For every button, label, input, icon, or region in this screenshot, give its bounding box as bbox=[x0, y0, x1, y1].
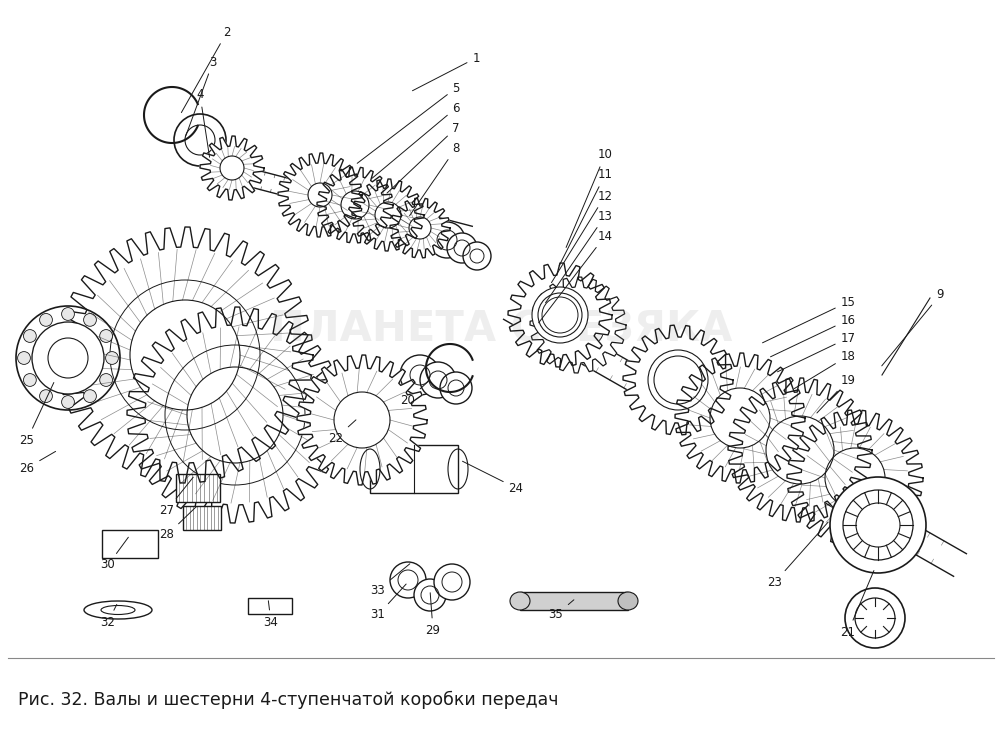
Circle shape bbox=[429, 222, 465, 258]
Circle shape bbox=[32, 322, 104, 394]
Text: 1: 1 bbox=[413, 52, 480, 91]
Text: 15: 15 bbox=[763, 296, 856, 343]
Text: 13: 13 bbox=[545, 210, 612, 303]
Ellipse shape bbox=[618, 592, 638, 610]
Polygon shape bbox=[297, 355, 427, 485]
Text: 18: 18 bbox=[795, 350, 856, 388]
Circle shape bbox=[532, 287, 588, 343]
Text: 16: 16 bbox=[771, 313, 856, 357]
Polygon shape bbox=[317, 167, 393, 243]
Text: 25: 25 bbox=[20, 383, 54, 447]
Text: 29: 29 bbox=[426, 593, 441, 637]
Text: 26: 26 bbox=[19, 451, 55, 474]
Circle shape bbox=[61, 307, 74, 320]
Polygon shape bbox=[787, 410, 923, 546]
Polygon shape bbox=[200, 136, 264, 200]
Circle shape bbox=[23, 374, 36, 386]
Text: 21: 21 bbox=[841, 571, 874, 639]
Text: Рис. 32. Валы и шестерни 4-ступенчатой коробки передач: Рис. 32. Валы и шестерни 4-ступенчатой к… bbox=[18, 691, 558, 709]
Text: 11: 11 bbox=[559, 169, 612, 266]
Polygon shape bbox=[390, 198, 450, 258]
Text: 27: 27 bbox=[159, 477, 193, 517]
Text: 20: 20 bbox=[401, 380, 430, 407]
Text: 7: 7 bbox=[387, 121, 460, 193]
Circle shape bbox=[414, 579, 446, 611]
Circle shape bbox=[434, 564, 470, 600]
Text: 31: 31 bbox=[371, 584, 406, 621]
Polygon shape bbox=[623, 325, 733, 435]
Polygon shape bbox=[278, 153, 362, 237]
Circle shape bbox=[18, 352, 30, 364]
FancyBboxPatch shape bbox=[183, 506, 221, 530]
Text: 34: 34 bbox=[264, 601, 279, 629]
Circle shape bbox=[648, 350, 708, 410]
Polygon shape bbox=[127, 307, 343, 523]
Circle shape bbox=[40, 313, 52, 326]
Circle shape bbox=[400, 355, 440, 395]
Polygon shape bbox=[57, 227, 313, 483]
Text: 6: 6 bbox=[372, 101, 460, 178]
FancyBboxPatch shape bbox=[520, 592, 628, 610]
Ellipse shape bbox=[570, 313, 610, 351]
Text: 24: 24 bbox=[463, 461, 523, 494]
Text: 4: 4 bbox=[196, 88, 209, 157]
Polygon shape bbox=[675, 353, 805, 483]
Circle shape bbox=[83, 313, 96, 326]
Circle shape bbox=[105, 352, 118, 364]
FancyBboxPatch shape bbox=[102, 530, 158, 558]
Text: 30: 30 bbox=[100, 537, 128, 572]
Text: 33: 33 bbox=[371, 564, 410, 596]
Text: 12: 12 bbox=[551, 190, 612, 283]
Polygon shape bbox=[508, 263, 612, 367]
Circle shape bbox=[845, 588, 905, 648]
FancyBboxPatch shape bbox=[370, 445, 458, 493]
Polygon shape bbox=[728, 378, 872, 522]
Text: 22: 22 bbox=[329, 420, 356, 445]
Polygon shape bbox=[352, 179, 424, 251]
Text: 23: 23 bbox=[768, 522, 829, 588]
Text: 3: 3 bbox=[186, 55, 216, 135]
Circle shape bbox=[390, 562, 426, 598]
Ellipse shape bbox=[84, 601, 152, 619]
FancyBboxPatch shape bbox=[176, 474, 220, 502]
Text: ПЛАНЕТА СЛЕЗЯКА: ПЛАНЕТА СЛЕЗЯКА bbox=[270, 309, 732, 351]
Polygon shape bbox=[504, 296, 966, 576]
Circle shape bbox=[100, 374, 112, 386]
Text: 14: 14 bbox=[539, 229, 612, 323]
Circle shape bbox=[83, 390, 96, 402]
Ellipse shape bbox=[510, 592, 530, 610]
FancyBboxPatch shape bbox=[248, 598, 292, 614]
Circle shape bbox=[40, 390, 52, 402]
Circle shape bbox=[420, 362, 456, 398]
Ellipse shape bbox=[525, 288, 565, 326]
Text: 32: 32 bbox=[100, 604, 117, 629]
Text: 17: 17 bbox=[778, 331, 856, 372]
Text: 10: 10 bbox=[566, 148, 612, 247]
Polygon shape bbox=[237, 166, 472, 244]
Circle shape bbox=[100, 330, 112, 342]
Circle shape bbox=[16, 306, 120, 410]
Text: 9: 9 bbox=[882, 288, 944, 366]
Circle shape bbox=[440, 372, 472, 404]
Circle shape bbox=[830, 477, 926, 573]
Circle shape bbox=[61, 396, 74, 408]
Circle shape bbox=[447, 233, 477, 263]
Polygon shape bbox=[530, 277, 626, 373]
Circle shape bbox=[463, 242, 491, 270]
Text: 5: 5 bbox=[357, 82, 460, 164]
Text: 19: 19 bbox=[817, 374, 856, 413]
Text: 2: 2 bbox=[181, 26, 230, 112]
Text: 8: 8 bbox=[410, 142, 460, 215]
Text: 28: 28 bbox=[159, 507, 196, 542]
Text: 35: 35 bbox=[549, 600, 574, 621]
Circle shape bbox=[23, 330, 36, 342]
